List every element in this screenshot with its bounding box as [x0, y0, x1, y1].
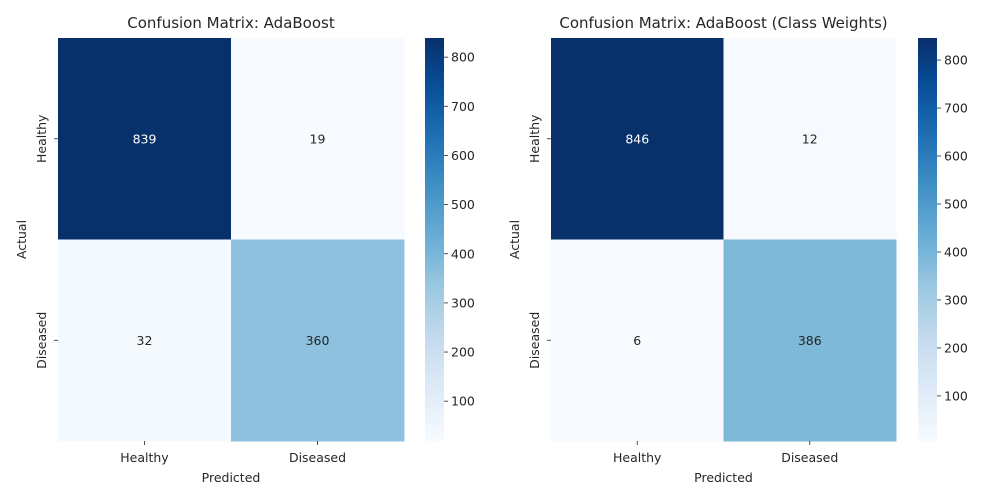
x-tick-label: Diseased [781, 450, 838, 465]
cell-value-label: 360 [306, 333, 330, 348]
colorbar-tick-label: 600 [944, 149, 968, 164]
colorbar-tick-label: 700 [451, 99, 475, 114]
colorbar-tick-label: 200 [451, 345, 475, 360]
colorbar-tick-label: 100 [451, 394, 475, 409]
cell-value-label: 6 [633, 333, 641, 348]
colorbar-tick-label: 100 [944, 388, 968, 403]
chart-title: Confusion Matrix: AdaBoost (Class Weight… [559, 14, 887, 32]
colorbar-tick-label: 300 [944, 292, 968, 307]
x-axis-label: Predicted [202, 470, 261, 485]
x-tick-label: Diseased [289, 450, 346, 465]
y-tick-label: Diseased [527, 312, 542, 369]
heatmap-cell [231, 239, 405, 442]
colorbar-tick-label: 200 [944, 340, 968, 355]
colorbar-tick-label: 700 [944, 101, 968, 116]
heatmap-cell [551, 239, 724, 442]
heatmap-cell [231, 38, 405, 240]
colorbar-tick-label: 800 [451, 50, 475, 65]
cell-value-label: 386 [798, 333, 822, 348]
chart-title: Confusion Matrix: AdaBoost [127, 14, 335, 32]
cell-value-label: 12 [802, 131, 818, 146]
y-axis-label: Actual [507, 220, 522, 259]
y-tick-label: Diseased [34, 312, 49, 369]
heatmap-cell [58, 239, 232, 442]
colorbar-tick-label: 400 [451, 246, 475, 261]
y-tick-label: Healthy [527, 114, 542, 163]
cell-value-label: 19 [310, 131, 326, 146]
cell-value-label: 846 [625, 131, 649, 146]
y-axis-label: Actual [14, 220, 29, 259]
heatmap-cell [723, 38, 897, 240]
cell-value-label: 32 [137, 333, 153, 348]
colorbar-tick-label: 600 [451, 148, 475, 163]
colorbar-tick-label: 400 [944, 244, 968, 259]
colorbar [918, 38, 937, 441]
y-tick-label: Healthy [34, 114, 49, 163]
heatmap-panel-1: 839 19 32 360 Healthy Diseased Healthy Diseased… [14, 14, 475, 485]
colorbar-tick-label: 500 [944, 196, 968, 211]
heatmap-cell [723, 239, 897, 442]
cell-value-label: 839 [133, 131, 157, 146]
colorbar-tick-label: 300 [451, 295, 475, 310]
colorbar-tick-label: 500 [451, 197, 475, 212]
heatmap-cell [58, 38, 232, 240]
x-tick-label: Healthy [120, 450, 169, 465]
colorbar-tick-label: 800 [944, 53, 968, 68]
colorbar [425, 38, 444, 441]
x-tick-label: Healthy [613, 450, 662, 465]
heatmap-panel-2: 846 12 6 386 Healthy Diseased Healthy Diseased C… [507, 14, 968, 485]
heatmap-cell [551, 38, 724, 240]
x-axis-label: Predicted [694, 470, 753, 485]
